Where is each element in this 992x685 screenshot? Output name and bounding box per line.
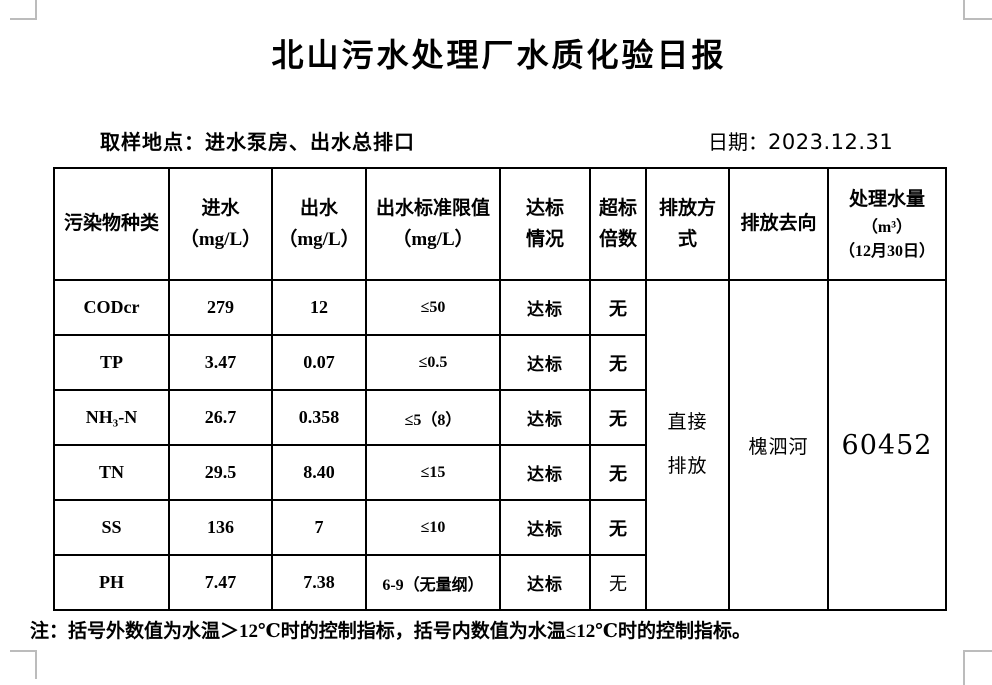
cell-pollutant-name: TN xyxy=(53,444,170,501)
cell-exceed-multiple: 无 xyxy=(589,444,647,501)
cell-limit-value: ≤5（8） xyxy=(365,389,501,446)
cell-effluent-value: 7.38 xyxy=(271,554,367,611)
header-compliance-status: 达标 情况 xyxy=(499,167,591,281)
cell-limit-value: ≤0.5 xyxy=(365,334,501,391)
header-line: （mg/L） xyxy=(392,229,474,250)
sampling-location-label: 取样地点：进水泵房、出水总排口 xyxy=(100,132,415,154)
cell-pollutant-name: SS xyxy=(53,499,170,556)
cell-effluent-value: 0.358 xyxy=(271,389,367,446)
cell-influent-value: 136 xyxy=(168,499,273,556)
table-row-ss: SS 136 7 ≤10 达标 无 xyxy=(53,499,946,556)
table-row-nh3n: NH₃-N 26.7 0.358 ≤5（8） 达标 无 xyxy=(53,389,946,446)
discharge-method-line: 排放 xyxy=(667,456,708,477)
header-line: （12月30日） xyxy=(838,242,935,260)
cell-exceed-multiple: 无 xyxy=(589,279,647,336)
date-label: 日期： xyxy=(708,132,768,154)
cell-effluent-value: 12 xyxy=(271,279,367,336)
page-corner-mark-top-right xyxy=(963,0,992,20)
cell-pollutant-name: PH xyxy=(53,554,170,611)
header-line: 处理水量 xyxy=(848,189,925,211)
page-corner-mark-bottom-right xyxy=(963,650,992,685)
cell-compliance-status: 达标 xyxy=(499,279,591,336)
table-header-row: 污染物种类 进水 （mg/L） 出水 （mg/L） 出水标准限值 （mg/L） … xyxy=(53,167,947,281)
table-row-codcr: CODcr 279 12 ≤50 达标 无 直接 排放 槐泗河 60452 xyxy=(53,279,947,611)
header-exceed-multiple: 超标 倍数 xyxy=(589,167,647,281)
cell-pollutant-name: TP xyxy=(53,334,170,391)
cell-exceed-multiple: 无 xyxy=(589,334,647,391)
cell-discharge-method: 直接 排放 xyxy=(645,279,730,611)
cell-limit-value: ≤10 xyxy=(365,499,501,556)
header-line: 出水 xyxy=(299,197,338,219)
cell-pollutant-name: CODcr xyxy=(53,279,170,336)
table-row-tn: TN 29.5 8.40 ≤15 达标 无 xyxy=(53,444,946,501)
cell-compliance-status: 达标 xyxy=(499,389,591,446)
header-line: 达标 xyxy=(525,197,564,219)
header-line: 排放方 xyxy=(658,197,716,219)
header-pollutant-type: 污染物种类 xyxy=(53,167,170,281)
header-discharge-destination: 排放去向 xyxy=(728,167,829,281)
water-quality-table: 污染物种类 进水 （mg/L） 出水 （mg/L） 出水标准限值 （mg/L） … xyxy=(53,167,947,611)
cell-limit-value: ≤50 xyxy=(365,279,501,336)
header-influent: 进水 （mg/L） xyxy=(168,167,273,281)
footnote: 注：括号外数值为水温＞12℃时的控制指标，括号内数值为水温≤12℃时的控制指标。 xyxy=(30,621,751,642)
header-line: 超标 xyxy=(598,197,637,219)
cell-influent-value: 3.47 xyxy=(168,334,273,391)
cell-influent-value: 26.7 xyxy=(168,389,273,446)
date-value: 2023.12.31 xyxy=(768,130,894,154)
cell-limit-value: 6-9（无量纲） xyxy=(365,554,501,611)
table-row-ph: PH 7.47 7.38 6-9（无量纲） 达标 无 xyxy=(53,554,946,611)
report-date: 日期：2023.12.31 xyxy=(708,126,893,155)
header-discharge-method: 排放方 式 xyxy=(645,167,730,281)
header-line: 出水标准限值 xyxy=(375,197,490,219)
cell-exceed-multiple: 无 xyxy=(589,389,647,446)
cell-treated-volume: 60452 xyxy=(827,279,947,611)
cell-exceed-multiple: 无 xyxy=(589,499,647,556)
table-row-tp: TP 3.47 0.07 ≤0.5 达标 无 xyxy=(53,334,946,391)
header-line: 倍数 xyxy=(598,229,637,250)
cell-compliance-status: 达标 xyxy=(499,334,591,391)
cell-exceed-multiple: 无 xyxy=(589,554,647,611)
cell-influent-value: 7.47 xyxy=(168,554,273,611)
header-line: （mg/L） xyxy=(179,229,262,250)
header-line: 进水 xyxy=(201,197,240,219)
header-line: 情况 xyxy=(525,229,564,250)
discharge-method-line: 直接 xyxy=(667,412,708,434)
cell-discharge-destination: 槐泗河 xyxy=(728,279,829,611)
header-effluent: 出水 （mg/L） xyxy=(271,167,367,281)
cell-pollutant-name: NH₃-N xyxy=(53,389,170,446)
header-treated-volume: 处理水量 （m³） （12月30日） xyxy=(827,167,947,281)
cell-compliance-status: 达标 xyxy=(499,499,591,556)
cell-compliance-status: 达标 xyxy=(499,444,591,501)
cell-effluent-value: 7 xyxy=(271,499,367,556)
header-line: （mg/L） xyxy=(278,229,360,250)
report-title: 北山污水处理厂水质化验日报 xyxy=(271,37,727,73)
header-line: 式 xyxy=(677,229,697,250)
header-line: （m³） xyxy=(861,218,913,236)
cell-influent-value: 279 xyxy=(168,279,273,336)
cell-compliance-status: 达标 xyxy=(499,554,591,611)
cell-effluent-value: 8.40 xyxy=(271,444,367,501)
cell-limit-value: ≤15 xyxy=(365,444,501,501)
cell-influent-value: 29.5 xyxy=(168,444,273,501)
page-corner-mark-bottom-left xyxy=(10,650,37,679)
cell-effluent-value: 0.07 xyxy=(271,334,367,391)
header-effluent-limit: 出水标准限值 （mg/L） xyxy=(365,167,501,281)
page-corner-mark-top-left xyxy=(10,0,37,20)
